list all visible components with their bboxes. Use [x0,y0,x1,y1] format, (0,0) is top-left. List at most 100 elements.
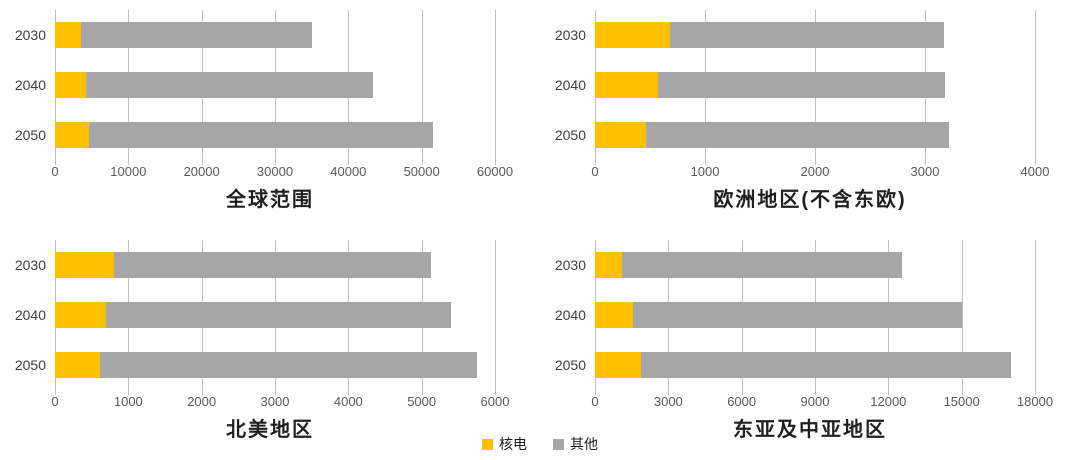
gridline [1035,10,1036,165]
bar-segment-other [80,22,312,48]
bar-segment-nuclear [595,22,670,48]
chart-title: 东亚及中亚地区 [733,419,887,441]
bar-rows [595,240,1035,390]
y-axis-labels: 2030 2040 2050 [0,10,55,160]
bar-segment-other [632,302,963,328]
x-tick-label: 0 [591,164,599,179]
gridline [421,10,423,165]
bar-segment-nuclear [595,122,646,148]
chart-title: 北美地区 [226,419,314,441]
x-tick-label: 6000 [727,394,757,409]
bar-segment-other [658,72,946,98]
stacked-bar [55,352,495,378]
bar-rows [55,10,495,160]
x-tick-label: 18000 [1016,394,1054,409]
x-tick-label: 60000 [476,164,514,179]
x-tick-label: 0 [591,394,599,409]
stacked-bar [55,22,495,48]
y-tick-label: 2030 [14,27,46,43]
bar-segment-nuclear [55,72,86,98]
bar-segment-other [645,122,950,148]
plot-area [595,10,1036,165]
chart-body: 2030 2040 2050 0 1000 2000 3000 4000 5000 6000 [0,240,540,411]
bar-row [55,60,495,110]
bar-row [55,10,495,60]
x-tick-label: 50000 [403,164,440,179]
y-tick-label: 2030 [14,257,46,273]
x-axis-labels: 0 3000 6000 9000 12000 15000 18000 [591,390,1053,411]
y-tick-label: 2050 [14,357,46,373]
x-axis-labels: 0 10000 20000 30000 40000 50000 60000 [51,160,513,181]
bar-segment-other [669,22,944,48]
bar-rows [595,10,1035,160]
chart-title: 欧洲地区(不含东欧) [713,189,907,211]
bar-row [595,240,1035,290]
chart-europe-excl-east: 2030 2040 2050 0 1000 2000 3000 4000 欧洲地区(不含东欧… [540,0,1080,230]
y-tick-label: 2040 [554,307,586,323]
bar-segment-nuclear [55,252,114,278]
x-tick-label: 40000 [330,164,367,179]
bar-row [595,60,1035,110]
bar-segment-other [85,72,373,98]
bar-row [55,240,495,290]
y-tick-label: 2050 [554,127,586,143]
y-tick-label: 2040 [554,77,586,93]
bar-row [55,340,495,390]
stacked-bar [595,22,1035,48]
x-axis-labels: 0 1000 2000 3000 4000 [591,160,1049,181]
legend: 核电 其他 [0,434,1080,454]
y-tick-label: 2030 [554,257,586,273]
x-tick-label: 3000 [260,394,290,409]
plot-column: 0 1000 2000 3000 4000 [591,10,1049,181]
y-tick-label: 2050 [554,357,586,373]
bar-row [595,10,1035,60]
x-tick-label: 30000 [256,164,294,179]
x-tick-label: 2000 [187,394,217,409]
x-tick-label: 6000 [480,394,510,409]
stacked-bar [55,252,495,278]
chart-body: 2030 2040 2050 0 10000 20000 30000 40000 50000 6… [0,10,540,181]
bar-segment-nuclear [55,122,90,148]
bar-row [55,110,495,160]
gridline [495,10,496,165]
x-tick-label: 15000 [943,394,980,409]
bar-segment-other [105,302,451,328]
x-tick-label: 4000 [1020,164,1050,179]
legend-label-other: 其他 [570,436,598,452]
bar-segment-other [621,252,902,278]
nuclear-swatch-icon [482,438,493,450]
x-tick-label: 12000 [870,394,907,409]
bar-row [595,290,1035,340]
bar-rows [55,240,495,390]
chart-north-america: 2030 2040 2050 0 1000 2000 3000 4000 5000 6000 北… [0,230,540,460]
x-tick-label: 3000 [653,394,683,409]
stacked-bar [595,72,1035,98]
stacked-bar [55,72,495,98]
plot-area [55,240,496,395]
x-tick-label: 10000 [110,164,147,179]
y-axis-labels: 2030 2040 2050 [0,240,55,390]
x-tick-label: 4000 [333,394,363,409]
chart-east-central-asia: 2030 2040 2050 0 3000 6000 9000 12000 15000 1800… [540,230,1080,460]
chart-title: 全球范围 [226,189,314,211]
other-swatch-icon [553,438,564,450]
x-tick-label: 0 [51,394,59,409]
legend-label-nuclear: 核电 [499,436,527,452]
bar-segment-nuclear [595,302,633,328]
stacked-bar [595,352,1035,378]
x-axis-labels: 0 1000 2000 3000 4000 5000 6000 [51,390,509,411]
x-tick-label: 9000 [800,394,830,409]
y-tick-label: 2040 [14,307,46,323]
chart-body: 2030 2040 2050 0 3000 6000 9000 12000 15000 1800… [540,240,1080,411]
stacked-bar [55,122,495,148]
bar-segment-other [113,252,432,278]
bar-segment-other [99,352,478,378]
y-tick-label: 2050 [14,127,46,143]
chart-body: 2030 2040 2050 0 1000 2000 3000 4000 [540,10,1080,181]
bar-segment-nuclear [595,352,641,378]
x-tick-label: 0 [51,164,59,179]
stacked-bar [595,302,1035,328]
y-axis-labels: 2030 2040 2050 [540,10,595,160]
